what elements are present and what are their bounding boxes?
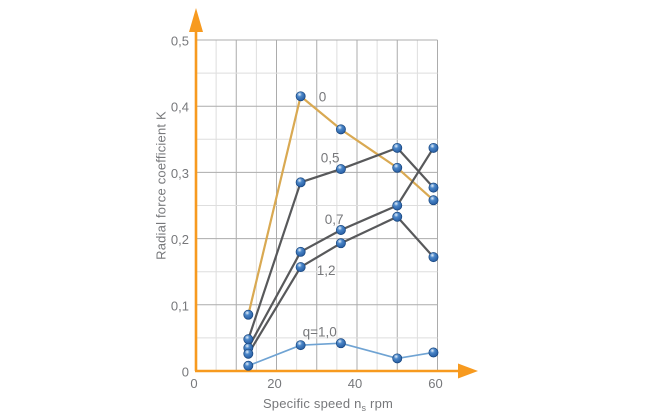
data-point-q=0,5 bbox=[428, 182, 439, 193]
data-point-q=0,5 bbox=[243, 334, 254, 345]
markers bbox=[243, 91, 439, 371]
curve-label-q=0: 0 bbox=[319, 89, 327, 104]
axes bbox=[189, 8, 478, 379]
data-point-q=0 bbox=[392, 162, 403, 173]
data-point-q=0,7 bbox=[335, 225, 346, 235]
x-tick-label-0: 0 bbox=[190, 376, 197, 391]
y-tick-label-0,3: 0,3 bbox=[171, 166, 189, 181]
y-axis-arrowhead bbox=[189, 8, 203, 32]
x-axis-arrowhead bbox=[458, 363, 478, 379]
curve-label-q=0,5: 0,5 bbox=[321, 150, 340, 165]
curve-label-q=1,0: q=1,0 bbox=[303, 324, 337, 339]
data-point-q=1,0 bbox=[295, 340, 306, 351]
grid bbox=[196, 39, 438, 371]
data-point-q=1,0 bbox=[392, 353, 403, 364]
curve-label-q=0,7: 0,7 bbox=[325, 212, 344, 227]
data-point-q=0,7 bbox=[295, 246, 306, 257]
x-axis-title-unit: rpm bbox=[366, 396, 394, 411]
data-point-q=1,2 bbox=[428, 252, 439, 263]
data-point-q=1,2 bbox=[392, 211, 403, 222]
data-point-q=1,0 bbox=[428, 347, 439, 358]
y-tick-label-0,1: 0,1 bbox=[171, 298, 189, 313]
y-tick-label-0: 0 bbox=[182, 365, 189, 380]
curve-labels: 0 0,5 0,7 1,2 q=1,0 bbox=[303, 89, 344, 339]
data-point-q=1,2 bbox=[243, 348, 254, 359]
data-point-q=0,5 bbox=[295, 177, 306, 188]
y-axis-title-text: Radial force coefficient K bbox=[153, 111, 169, 260]
data-point-q=0,5 bbox=[392, 142, 403, 153]
data-point-q=0,7 bbox=[392, 200, 403, 211]
data-point-q=0 bbox=[428, 195, 439, 206]
tick-labels: 0 0,1 0,2 0,3 0,4 0,5 0 20 40 60 bbox=[171, 34, 443, 392]
data-point-q=0 bbox=[243, 309, 254, 320]
data-point-q=0,5 bbox=[335, 164, 346, 175]
x-tick-label-20: 20 bbox=[267, 376, 281, 391]
y-tick-label-0,2: 0,2 bbox=[171, 232, 189, 247]
x-axis-title-text: Specific speed n bbox=[262, 396, 362, 411]
y-tick-label-0,4: 0,4 bbox=[171, 100, 189, 115]
data-point-q=0 bbox=[295, 91, 306, 102]
x-axis-title-subscript: s bbox=[361, 403, 367, 413]
data-point-q=0,7 bbox=[428, 142, 439, 153]
x-axis-title: Specific speed ns rpm bbox=[203, 396, 453, 413]
x-tick-label-40: 40 bbox=[348, 376, 362, 391]
data-point-q=1,2 bbox=[295, 262, 306, 273]
curve-label-q=1,2: 1,2 bbox=[317, 263, 336, 278]
data-point-q=1,0 bbox=[243, 360, 254, 371]
data-point-q=0 bbox=[335, 124, 346, 135]
y-axis-title: Radial force coefficient K bbox=[154, 61, 171, 311]
data-point-q=1,0 bbox=[335, 338, 346, 349]
y-tick-label-0,5: 0,5 bbox=[171, 34, 189, 49]
x-tick-label-60: 60 bbox=[428, 376, 442, 391]
data-point-q=1,2 bbox=[335, 238, 346, 249]
